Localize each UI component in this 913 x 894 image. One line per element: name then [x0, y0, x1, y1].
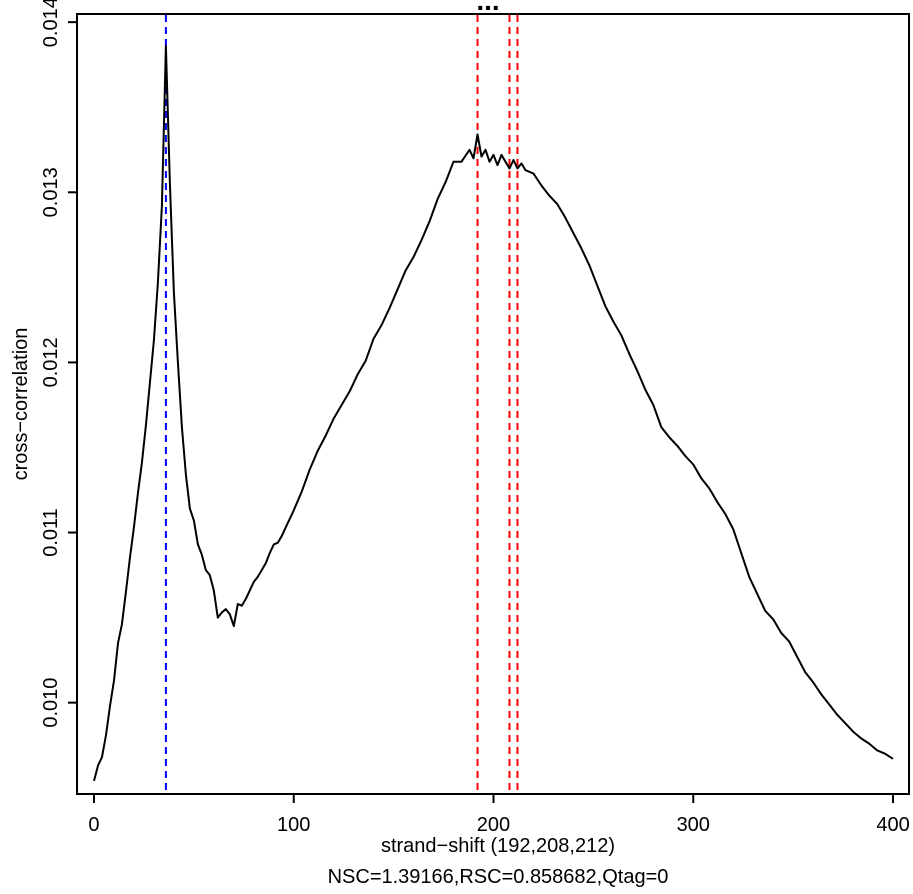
x-tick-label-4: 400 — [876, 814, 909, 836]
y-tick-label-0: 0.010 — [40, 678, 62, 728]
y-tick-label-1: 0.011 — [40, 508, 62, 557]
series-line-0 — [93, 45, 894, 782]
x-tick-label-1: 100 — [277, 814, 310, 836]
marker-lines — [164, 15, 519, 793]
chart-subtitle: NSC=1.39166,RSC=0.858682,Qtag=0 — [328, 866, 669, 888]
x-axis-label: strand−shift (192,208,212) — [381, 835, 615, 857]
chart-title: ... — [476, 0, 499, 16]
x-tick-label-0: 0 — [88, 814, 99, 836]
y-tick-label-3: 0.013 — [40, 167, 62, 217]
y-axis-label: cross−correlation — [10, 328, 32, 481]
data-series — [93, 45, 894, 782]
y-tick-label-4: 0.014 — [40, 0, 62, 47]
y-tick-label-2: 0.012 — [40, 337, 62, 387]
x-axis: 0 100 200 300 400 — [88, 794, 910, 836]
x-tick-label-2: 200 — [477, 814, 510, 836]
y-axis: 0.010 0.011 0.012 0.013 0.014 — [40, 0, 77, 728]
x-tick-label-3: 300 — [677, 814, 710, 836]
